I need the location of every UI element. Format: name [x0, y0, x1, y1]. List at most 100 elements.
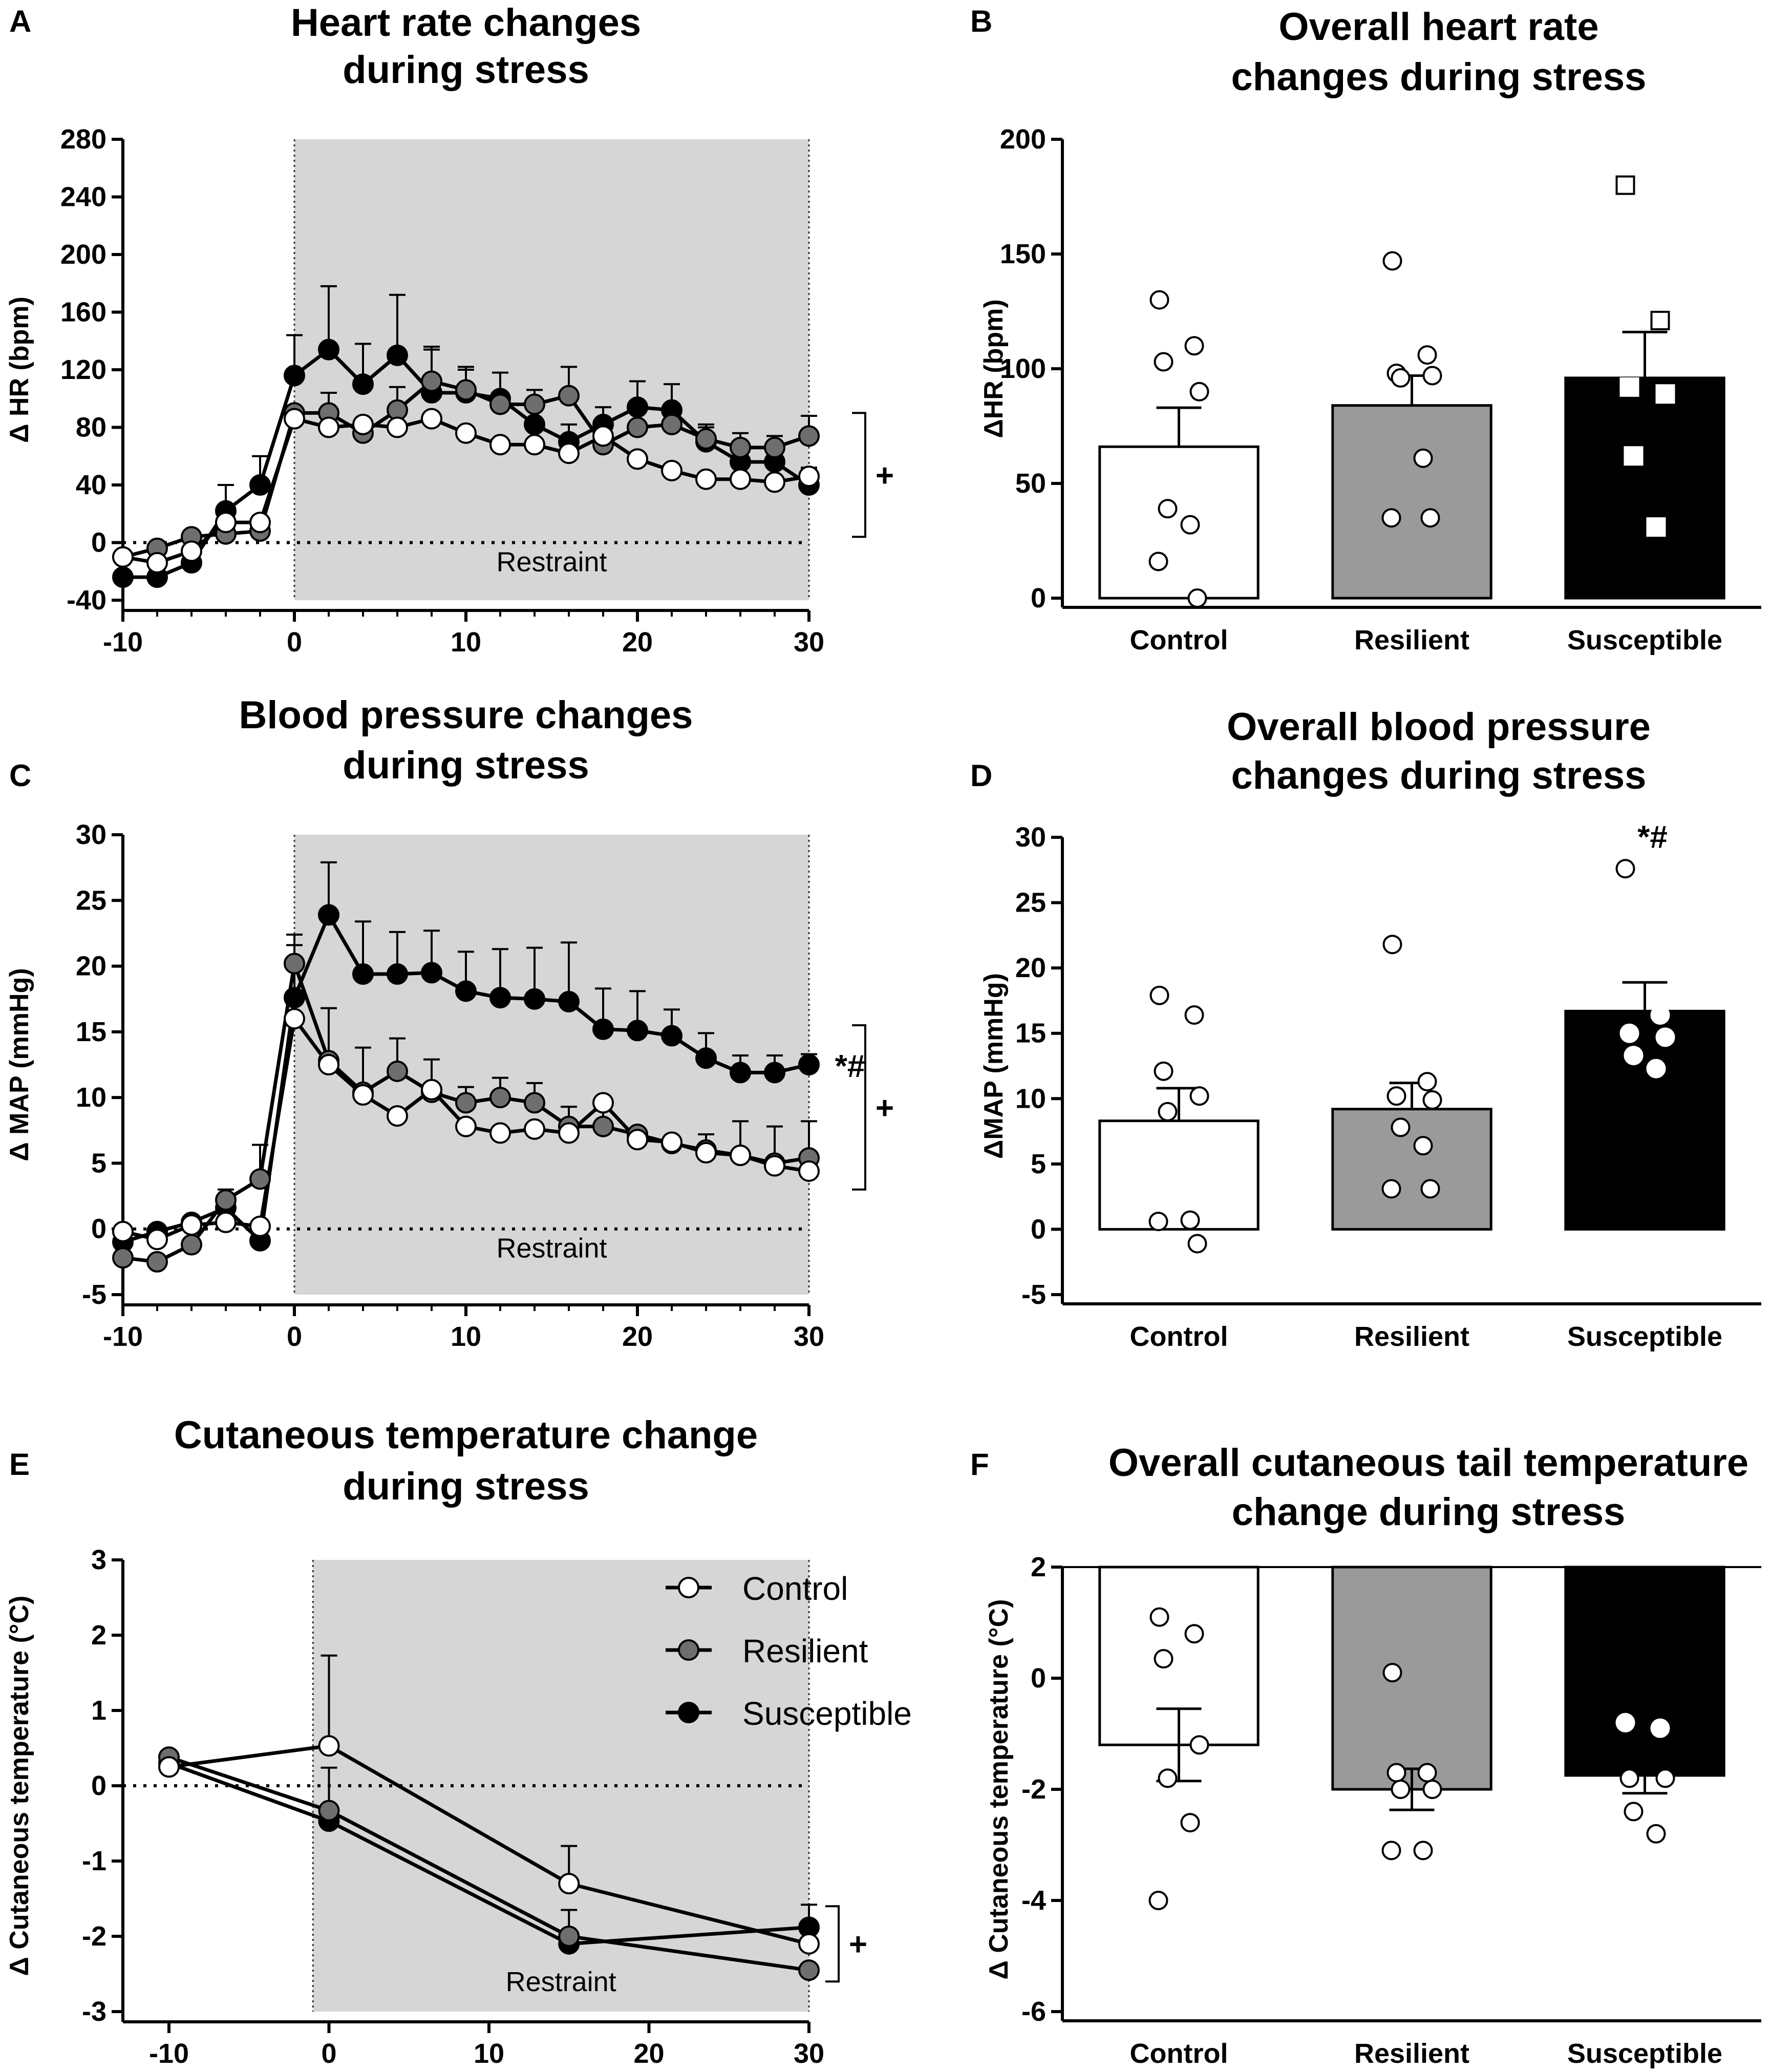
panel-f-title-line-2: change during stress — [1232, 1490, 1626, 1534]
data-point — [455, 1115, 477, 1137]
data-point — [352, 373, 374, 395]
chart-a: Restraint -40 0 40 80 120 160 200 240 280 -10 0 10 20… — [5, 124, 894, 658]
bar-group-resilient: Resilient — [1331, 1566, 1492, 2069]
y-tick-label: 30 — [1015, 822, 1046, 853]
data-point — [661, 1131, 682, 1153]
panel-c: C Blood pressure changes during stress R… — [5, 693, 894, 1352]
data-point — [249, 1215, 271, 1237]
y-tick-label: 0 — [91, 1770, 106, 1801]
data-point — [1189, 1086, 1209, 1106]
markers-control — [112, 1008, 820, 1251]
data-point — [1413, 1136, 1433, 1156]
data-point — [181, 1234, 202, 1256]
data-point — [1619, 1768, 1639, 1788]
data-point — [627, 416, 648, 438]
data-point — [249, 512, 271, 534]
data-point — [1154, 1061, 1174, 1081]
chart-d: -5 0 5 10 15 20 25 30 ΔMAP (mmHg) Control Resilien… — [979, 819, 1761, 1352]
data-point — [1187, 1234, 1207, 1254]
data-point — [1382, 251, 1402, 271]
data-point — [489, 1087, 511, 1109]
x-tick-label: 20 — [622, 627, 653, 658]
data-point — [352, 963, 374, 985]
data-point — [1646, 1824, 1666, 1844]
restraint-shade — [294, 139, 809, 600]
data-point — [695, 1047, 717, 1069]
y-tick-label: 1 — [91, 1695, 106, 1726]
data-point — [558, 1926, 580, 1947]
y-tick-label: -5 — [82, 1279, 106, 1310]
data-point — [764, 471, 785, 493]
data-point — [112, 546, 134, 568]
y-tick-label: -1 — [82, 1846, 106, 1876]
bar-group-resilient: Resilient — [1331, 251, 1492, 656]
panel-d-title-line-2: changes during stress — [1231, 754, 1647, 797]
data-point — [158, 1756, 180, 1778]
legend-marker — [678, 1577, 699, 1598]
panel-d: D Overall blood pressure changes during … — [970, 705, 1761, 1352]
data-point — [387, 1060, 408, 1082]
data-point — [387, 963, 408, 985]
y-tick-label: 2 — [91, 1620, 106, 1651]
y-axis-label: Δ Cutaneous temperature (°C) — [5, 1596, 34, 1976]
data-point — [455, 379, 477, 401]
data-point — [1655, 1027, 1675, 1047]
data-point — [249, 474, 271, 496]
data-point — [1158, 1768, 1178, 1788]
data-point — [387, 1105, 408, 1127]
data-point — [1148, 1212, 1168, 1232]
data-point — [1149, 290, 1169, 310]
y-axis-label: Δ Cutaneous temperature (°C) — [984, 1599, 1014, 1980]
panel-a: A Heart rate changes during stress Restr… — [5, 1, 894, 658]
restraint-label: Restraint — [506, 1967, 616, 1997]
y-tick-label: 10 — [76, 1082, 106, 1113]
bar-group-control: Control — [1098, 290, 1260, 656]
data-point — [1615, 1713, 1635, 1732]
y-tick-label: -4 — [1021, 1885, 1046, 1916]
y-tick-label: 50 — [1015, 468, 1046, 499]
data-point — [730, 1145, 751, 1167]
data-point — [181, 1214, 202, 1236]
data-point — [1184, 336, 1204, 356]
data-point — [1420, 1179, 1440, 1199]
data-point — [1381, 1179, 1401, 1199]
data-point — [695, 428, 717, 450]
restraint-label: Restraint — [496, 1233, 607, 1264]
data-point — [1391, 1117, 1411, 1137]
panel-a-title-line-2: during stress — [343, 48, 589, 92]
data-point — [730, 1062, 751, 1084]
data-point — [421, 408, 442, 430]
data-point — [1413, 448, 1433, 468]
y-tick-label: -6 — [1021, 1996, 1046, 2027]
data-point — [764, 1155, 785, 1177]
panel-letter-d: D — [970, 758, 992, 793]
y-axis-label: Δ MAP (mmHg) — [5, 968, 34, 1161]
data-point — [1624, 1046, 1644, 1066]
y-tick-label: 0 — [1031, 1663, 1046, 1694]
bar-resilient — [1331, 1108, 1492, 1231]
data-point — [215, 1189, 237, 1211]
bar-resilient — [1331, 404, 1492, 600]
category-label-resilient: Resilient — [1354, 625, 1469, 656]
data-point — [592, 1018, 614, 1040]
data-point — [284, 987, 305, 1009]
data-point — [1189, 382, 1209, 401]
y-axis-label: Δ HR (bpm) — [5, 297, 34, 443]
data-point — [524, 434, 545, 456]
data-point — [387, 344, 408, 366]
restraint-label: Restraint — [496, 547, 607, 578]
data-point — [1615, 175, 1635, 195]
bracket-symbol: + — [876, 1090, 894, 1126]
x-tick-label: -10 — [103, 1321, 143, 1352]
chart-f: -6 -4 -2 0 2 Δ Cutaneous temperature (°C) Cont… — [984, 1552, 1761, 2069]
x-tick-label: -10 — [103, 627, 143, 658]
markers-resilient — [112, 370, 820, 568]
data-point — [284, 953, 305, 975]
data-point — [1650, 310, 1670, 330]
bar-group-control: Control — [1098, 1566, 1260, 2069]
data-point — [1149, 1607, 1169, 1627]
panel-a-title-line-1: Heart rate changes — [291, 1, 641, 45]
bracket-symbol: + — [849, 1927, 867, 1962]
data-point — [1382, 935, 1402, 955]
y-tick-label: 15 — [1015, 1018, 1046, 1049]
